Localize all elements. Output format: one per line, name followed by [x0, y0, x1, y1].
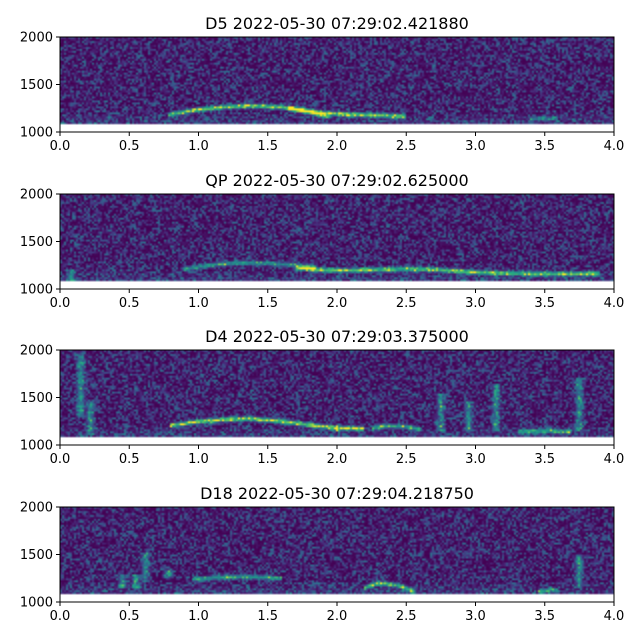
x-tick-label: 1.5 — [257, 452, 278, 467]
y-tick-label: 2000 — [20, 344, 53, 359]
subplot-title: D18 2022-05-30 07:29:04.218750 — [200, 484, 474, 503]
y-tick-label: 2000 — [20, 501, 53, 516]
x-tick-label: 2.0 — [327, 452, 348, 467]
x-tick-label: 2.5 — [396, 139, 417, 154]
spectrogram-image — [60, 350, 614, 445]
x-tick-label: 0.0 — [50, 139, 71, 154]
y-tick-label: 1000 — [20, 439, 53, 454]
y-tick-label: 1500 — [20, 548, 53, 563]
y-tick-label: 1000 — [20, 283, 53, 298]
x-tick-label: 3.5 — [534, 139, 555, 154]
x-tick-label: 3.0 — [465, 139, 486, 154]
spectrogram-image — [60, 194, 614, 289]
x-tick-label: 1.0 — [188, 296, 209, 311]
x-tick-label: 3.0 — [465, 452, 486, 467]
x-tick-label: 2.0 — [327, 296, 348, 311]
x-tick-label: 3.5 — [534, 609, 555, 624]
y-tick-label: 2000 — [20, 188, 53, 203]
x-tick-label: 1.0 — [188, 139, 209, 154]
y-tick-label: 2000 — [20, 31, 53, 46]
x-tick-label: 0.0 — [50, 609, 71, 624]
x-tick-label: 2.0 — [327, 139, 348, 154]
x-tick-label: 4.0 — [604, 452, 625, 467]
x-tick-label: 2.5 — [396, 609, 417, 624]
x-tick-label: 1.0 — [188, 609, 209, 624]
subplot-4: D18 2022-05-30 07:29:04.218750 0.0 0.5 1.0 1… — [20, 484, 624, 624]
subplot-3: D4 2022-05-30 07:29:03.375000 0.0 0.5 1.0 1.… — [20, 327, 624, 467]
x-tick-label: 4.0 — [604, 296, 625, 311]
y-tick-label: 1500 — [20, 235, 53, 250]
x-tick-label: 4.0 — [604, 609, 625, 624]
y-tick-label: 1000 — [20, 596, 53, 611]
y-tick-label: 1500 — [20, 391, 53, 406]
x-tick-label: 3.0 — [465, 609, 486, 624]
x-tick-label: 3.5 — [534, 296, 555, 311]
spectrogram-image — [60, 507, 614, 602]
x-tick-label: 0.0 — [50, 452, 71, 467]
y-tick-label: 1500 — [20, 78, 53, 93]
x-tick-label: 0.5 — [119, 609, 140, 624]
x-tick-label: 0.0 — [50, 296, 71, 311]
spectrogram-image — [60, 37, 614, 132]
subplot-1: D5 2022-05-30 07:29:02.421880 0.0 0.5 1.0 1.… — [20, 14, 624, 154]
x-tick-label: 0.5 — [119, 296, 140, 311]
x-tick-label: 1.5 — [257, 139, 278, 154]
x-tick-label: 0.5 — [119, 452, 140, 467]
x-tick-label: 3.0 — [465, 296, 486, 311]
x-tick-label: 4.0 — [604, 139, 625, 154]
y-tick-label: 1000 — [20, 126, 53, 141]
x-tick-label: 1.0 — [188, 452, 209, 467]
x-tick-label: 1.5 — [257, 609, 278, 624]
subplot-title: QP 2022-05-30 07:29:02.625000 — [205, 171, 468, 190]
subplot-title: D4 2022-05-30 07:29:03.375000 — [205, 327, 469, 346]
x-tick-label: 2.5 — [396, 296, 417, 311]
subplot-title: D5 2022-05-30 07:29:02.421880 — [205, 14, 469, 33]
subplot-2: QP 2022-05-30 07:29:02.625000 0.0 0.5 1.0 1.… — [20, 171, 624, 311]
x-tick-label: 3.5 — [534, 452, 555, 467]
x-tick-label: 1.5 — [257, 296, 278, 311]
x-tick-label: 0.5 — [119, 139, 140, 154]
x-tick-label: 2.5 — [396, 452, 417, 467]
x-tick-label: 2.0 — [327, 609, 348, 624]
